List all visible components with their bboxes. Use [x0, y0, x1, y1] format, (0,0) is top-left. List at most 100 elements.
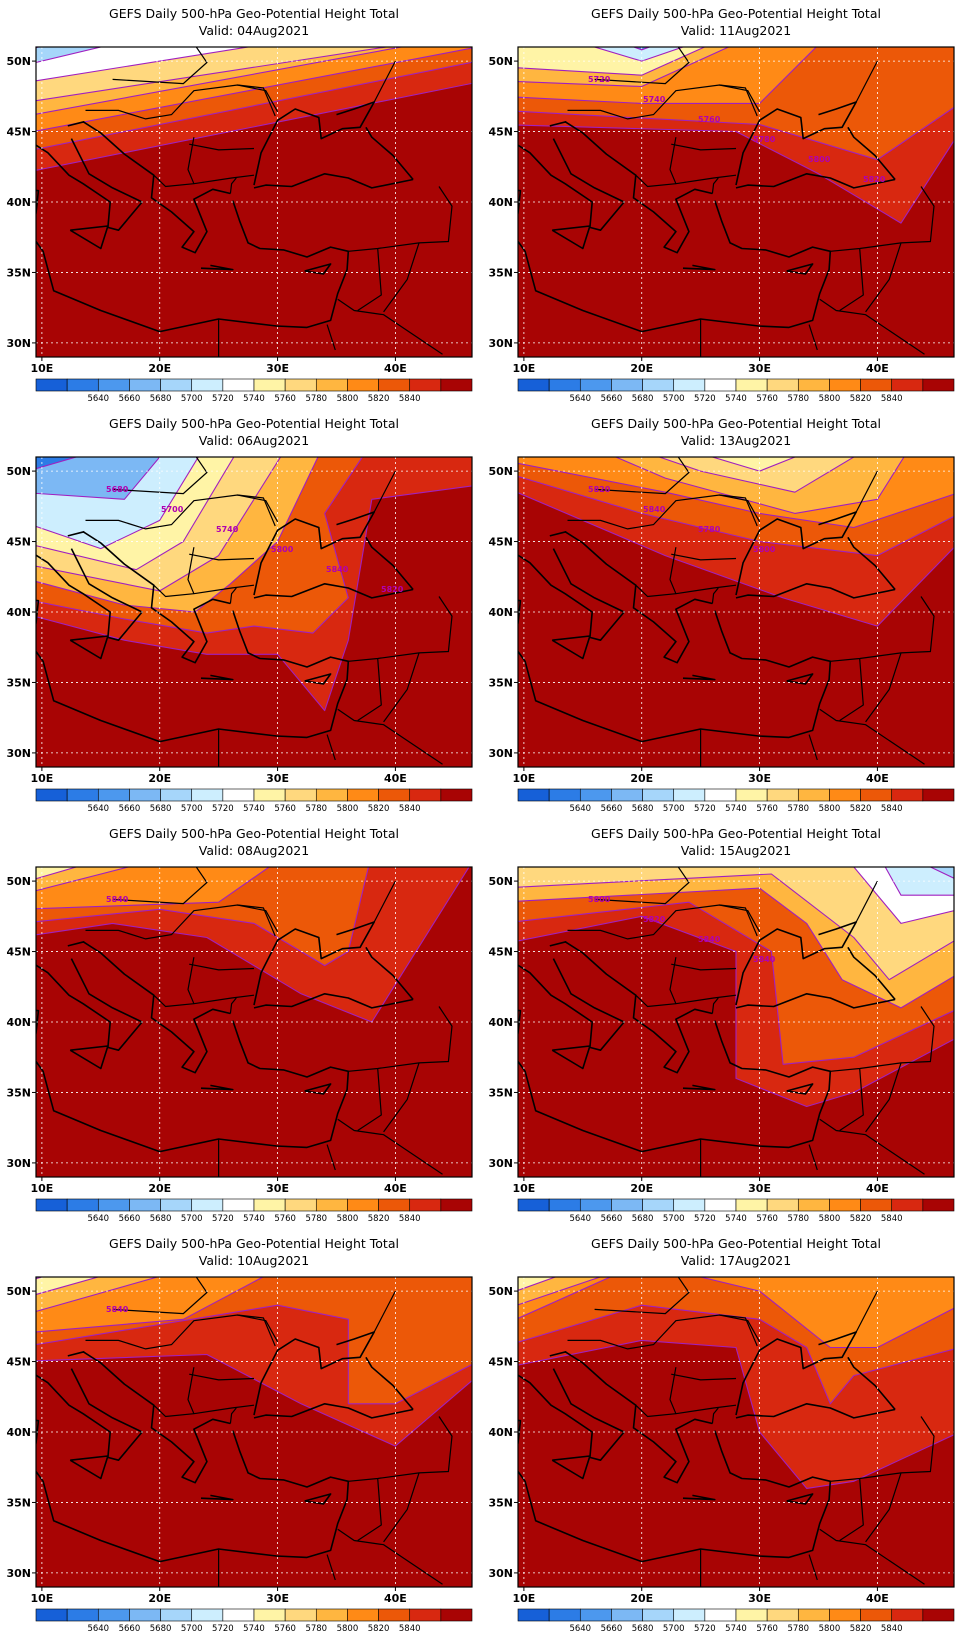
country-border	[229, 997, 237, 1014]
colorbar-swatch	[611, 788, 643, 802]
country-border	[337, 708, 443, 765]
panel-valid-date: Valid: 10Aug2021	[199, 1253, 309, 1268]
map-panel: GEFS Daily 500-hPa Geo-Potential Height …	[488, 6, 955, 404]
country-border	[112, 47, 208, 85]
country-border	[189, 1373, 255, 1381]
colorbar-swatch	[315, 1198, 348, 1212]
colorbar-swatch	[517, 1608, 550, 1622]
coastline	[682, 674, 716, 681]
y-tick-label: 50N	[488, 875, 513, 888]
colorbar-label: 5800	[337, 804, 359, 814]
country-border	[865, 652, 902, 723]
coastline	[253, 993, 414, 1009]
coastline	[735, 173, 896, 189]
height-field: 5680 5700 5740 5800 5840 5820	[36, 457, 472, 767]
panel-title: GEFS Daily 500-hPa Geo-Potential Height …	[109, 826, 399, 841]
country-border	[357, 248, 382, 312]
height-band	[36, 47, 252, 82]
country-border	[839, 1068, 864, 1132]
colorbar-label: 5640	[87, 394, 109, 404]
colorbar-swatch	[129, 1608, 161, 1622]
x-tick-label: 10E	[30, 1592, 53, 1605]
colorbar-swatch	[97, 788, 130, 802]
colorbar-label: 5720	[694, 394, 716, 404]
country-border	[865, 1472, 902, 1543]
colorbar-label: 5760	[274, 1624, 296, 1634]
colorbar-swatch	[766, 1198, 799, 1212]
country-border	[830, 596, 935, 662]
country-border	[383, 1472, 420, 1543]
colorbar-swatch	[284, 1198, 317, 1212]
colorbar-swatch	[891, 1198, 924, 1212]
colorbar-swatch	[440, 378, 473, 392]
contour-label: 5740	[216, 525, 239, 534]
country-border	[855, 470, 878, 513]
coastline	[735, 993, 896, 1009]
country-border	[567, 494, 761, 530]
country-border	[348, 596, 453, 662]
colorbar-swatch	[160, 1198, 193, 1212]
colorbar-label: 5820	[850, 1214, 872, 1224]
colorbar-label: 5800	[337, 1624, 359, 1634]
coastline	[253, 921, 376, 1006]
x-tick-label: 40E	[384, 362, 407, 375]
colorbar: 5640 5660 5680 5700 5720 5740 5760 5780 5800 5820…	[517, 378, 955, 404]
x-tick-label: 20E	[148, 1182, 171, 1195]
coastline	[786, 263, 814, 275]
country-border	[383, 652, 420, 723]
colorbar-swatch	[97, 378, 130, 392]
coastline	[564, 1351, 713, 1484]
colorbar-swatch	[222, 788, 255, 802]
colorbar-label: 5820	[368, 1624, 390, 1634]
country-border	[669, 137, 677, 184]
panel-valid-date: Valid: 08Aug2021	[199, 843, 309, 858]
country-border	[865, 242, 902, 313]
colorbar-label: 5780	[787, 1214, 809, 1224]
colorbar-label: 5680	[150, 1214, 172, 1224]
colorbar-swatch	[284, 788, 317, 802]
coastline	[786, 1493, 814, 1505]
height-band	[592, 47, 685, 62]
colorbar-swatch	[222, 378, 255, 392]
y-tick-label: 45N	[6, 946, 31, 959]
x-tick-label: 30E	[266, 772, 289, 785]
coastline	[304, 263, 332, 275]
x-tick-label: 10E	[30, 1182, 53, 1195]
colorbar-swatch	[548, 788, 581, 802]
colorbar-label: 5740	[243, 804, 265, 814]
country-border	[187, 137, 195, 184]
colorbar-swatch	[97, 1198, 130, 1212]
y-tick-label: 40N	[6, 1016, 31, 1029]
coastline	[518, 1430, 832, 1563]
country-border	[711, 1407, 719, 1424]
y-tick-label: 40N	[6, 1426, 31, 1439]
coastline	[847, 1356, 896, 1411]
y-tick-label: 40N	[488, 196, 513, 209]
country-border	[373, 880, 396, 923]
country-border	[189, 963, 255, 971]
coastline	[847, 126, 896, 181]
colorbar-swatch	[611, 378, 643, 392]
colorbar-swatch	[315, 788, 348, 802]
country-border	[671, 553, 737, 561]
country-border	[337, 298, 443, 355]
colorbar-label: 5760	[274, 1214, 296, 1224]
coastline	[253, 1403, 414, 1419]
contour-label: 5800	[808, 155, 831, 164]
coastline	[735, 921, 858, 1006]
country-border	[187, 957, 195, 1004]
coastline	[67, 1350, 85, 1357]
colorbar-label: 5720	[694, 1214, 716, 1224]
colorbar-swatch	[160, 788, 193, 802]
country-border	[85, 84, 279, 120]
country-border	[719, 84, 758, 117]
colorbar-label: 5640	[569, 1214, 591, 1224]
colorbar-label: 5680	[632, 804, 654, 814]
y-tick-label: 35N	[6, 1086, 31, 1099]
y-tick-label: 35N	[6, 1496, 31, 1509]
colorbar-swatch	[673, 788, 706, 802]
x-tick-label: 30E	[266, 362, 289, 375]
contour-label: 5800	[588, 895, 611, 904]
coastline	[365, 946, 414, 1001]
colorbar-label: 5660	[601, 1214, 623, 1224]
